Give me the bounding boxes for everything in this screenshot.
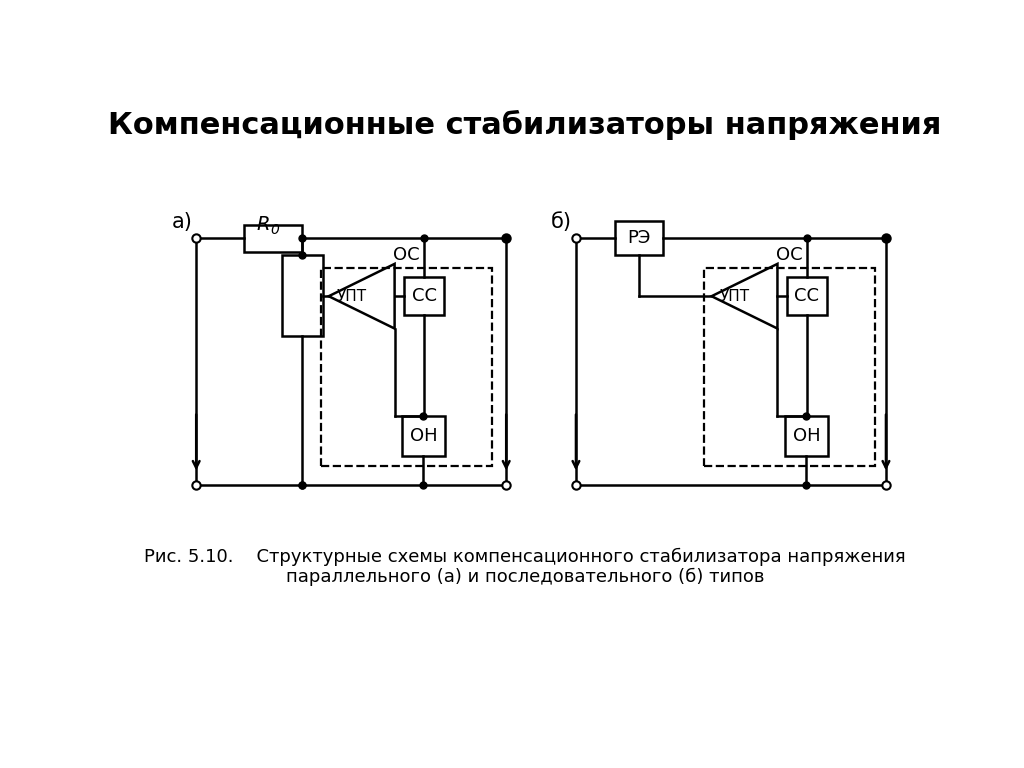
- Text: R: R: [257, 215, 270, 233]
- Text: СС: СС: [795, 287, 819, 305]
- Text: Компенсационные стабилизаторы напряжения: Компенсационные стабилизаторы напряжения: [109, 111, 941, 141]
- Text: ОН: ОН: [793, 426, 820, 445]
- Text: Рис. 5.10.    Структурные схемы компенсационного стабилизатора напряжения: Рис. 5.10. Структурные схемы компенсацио…: [144, 548, 905, 565]
- Text: УПТ: УПТ: [337, 289, 367, 303]
- Bar: [786, 277, 827, 316]
- Text: ОС: ОС: [776, 246, 803, 264]
- Text: параллельного (а) и последовательного (б) типов: параллельного (а) и последовательного (б…: [286, 568, 764, 587]
- Text: ОН: ОН: [410, 426, 437, 445]
- Bar: [785, 415, 827, 455]
- Text: СС: СС: [412, 287, 436, 305]
- Bar: [283, 256, 323, 336]
- Text: ОС: ОС: [393, 246, 420, 264]
- Bar: [403, 277, 444, 316]
- Text: 0: 0: [270, 223, 280, 237]
- Text: б): б): [551, 212, 572, 232]
- Bar: [402, 415, 445, 455]
- Text: а): а): [171, 212, 193, 232]
- Text: УПТ: УПТ: [720, 289, 750, 303]
- Bar: [245, 224, 302, 252]
- Bar: [321, 268, 493, 465]
- Bar: [614, 220, 663, 256]
- Bar: [703, 268, 876, 465]
- Text: РЭ: РЭ: [627, 229, 650, 247]
